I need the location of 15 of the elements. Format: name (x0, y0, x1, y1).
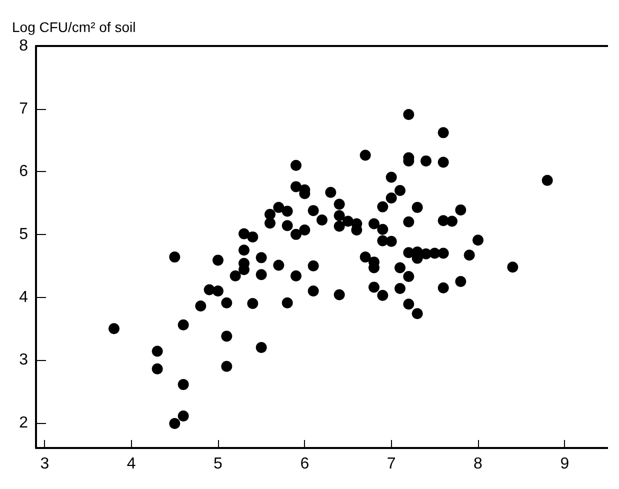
x-tick-label: 3 (40, 456, 50, 472)
y-tick-label: 6 (19, 163, 28, 180)
x-tick-label: 7 (386, 456, 396, 472)
y-axis-title: Log CFU/cm² of soil (12, 19, 136, 35)
y-tick-label: 8 (19, 38, 28, 54)
y-tick-label: 2 (19, 414, 28, 432)
x-tick-label: 6 (300, 456, 310, 472)
y-tick-label: 4 (19, 288, 28, 306)
x-tick-label: 9 (560, 456, 570, 472)
x-tick-label: 4 (126, 456, 136, 472)
x-tick-label: 5 (214, 456, 223, 472)
y-tick-label: 5 (19, 226, 28, 243)
x-tick-label: 8 (474, 456, 483, 472)
y-tick-label: 7 (19, 100, 28, 118)
y-tick-label: 3 (19, 352, 28, 369)
